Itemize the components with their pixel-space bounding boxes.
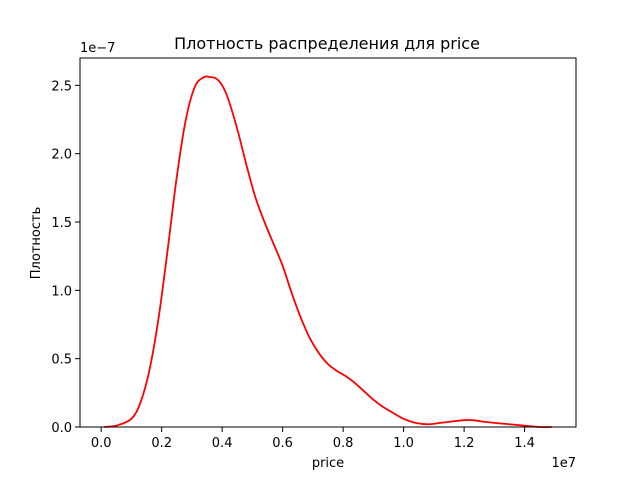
x-tick-label: 0.6 <box>272 436 293 451</box>
y-tick-label: 2.5 <box>51 79 72 94</box>
y-tick-label: 1.5 <box>51 216 72 231</box>
x-tick-label: 1.0 <box>393 436 414 451</box>
y-axis-label: Плотность <box>29 207 44 279</box>
plot-frame <box>79 57 577 428</box>
x-scale-label: 1e7 <box>551 456 576 471</box>
x-axis-label: price <box>312 456 344 471</box>
y-tick-label: 0.5 <box>51 353 72 368</box>
x-tick-label: 0.8 <box>333 436 354 451</box>
axis-ticks: 0.0 0.2 0.4 0.6 0.8 1.0 1.2 1.4 0.0 0.5 1.0 1.5 2.0 2… <box>51 79 535 451</box>
x-tick-label: 1.4 <box>514 436 535 451</box>
density-series-line <box>104 75 552 429</box>
y-tick-label: 1.0 <box>51 284 72 299</box>
x-tick-label: 1.2 <box>454 436 475 451</box>
x-tick-label: 0.4 <box>212 436 233 451</box>
x-tick-label: 0.2 <box>151 436 172 451</box>
chart-title: Плотность распределения для price <box>174 34 480 53</box>
y-tick-label: 0.0 <box>51 421 72 436</box>
y-scale-label: 1e−7 <box>80 41 115 56</box>
y-tick-label: 2.0 <box>51 148 72 163</box>
x-tick-label: 0.0 <box>91 436 112 451</box>
